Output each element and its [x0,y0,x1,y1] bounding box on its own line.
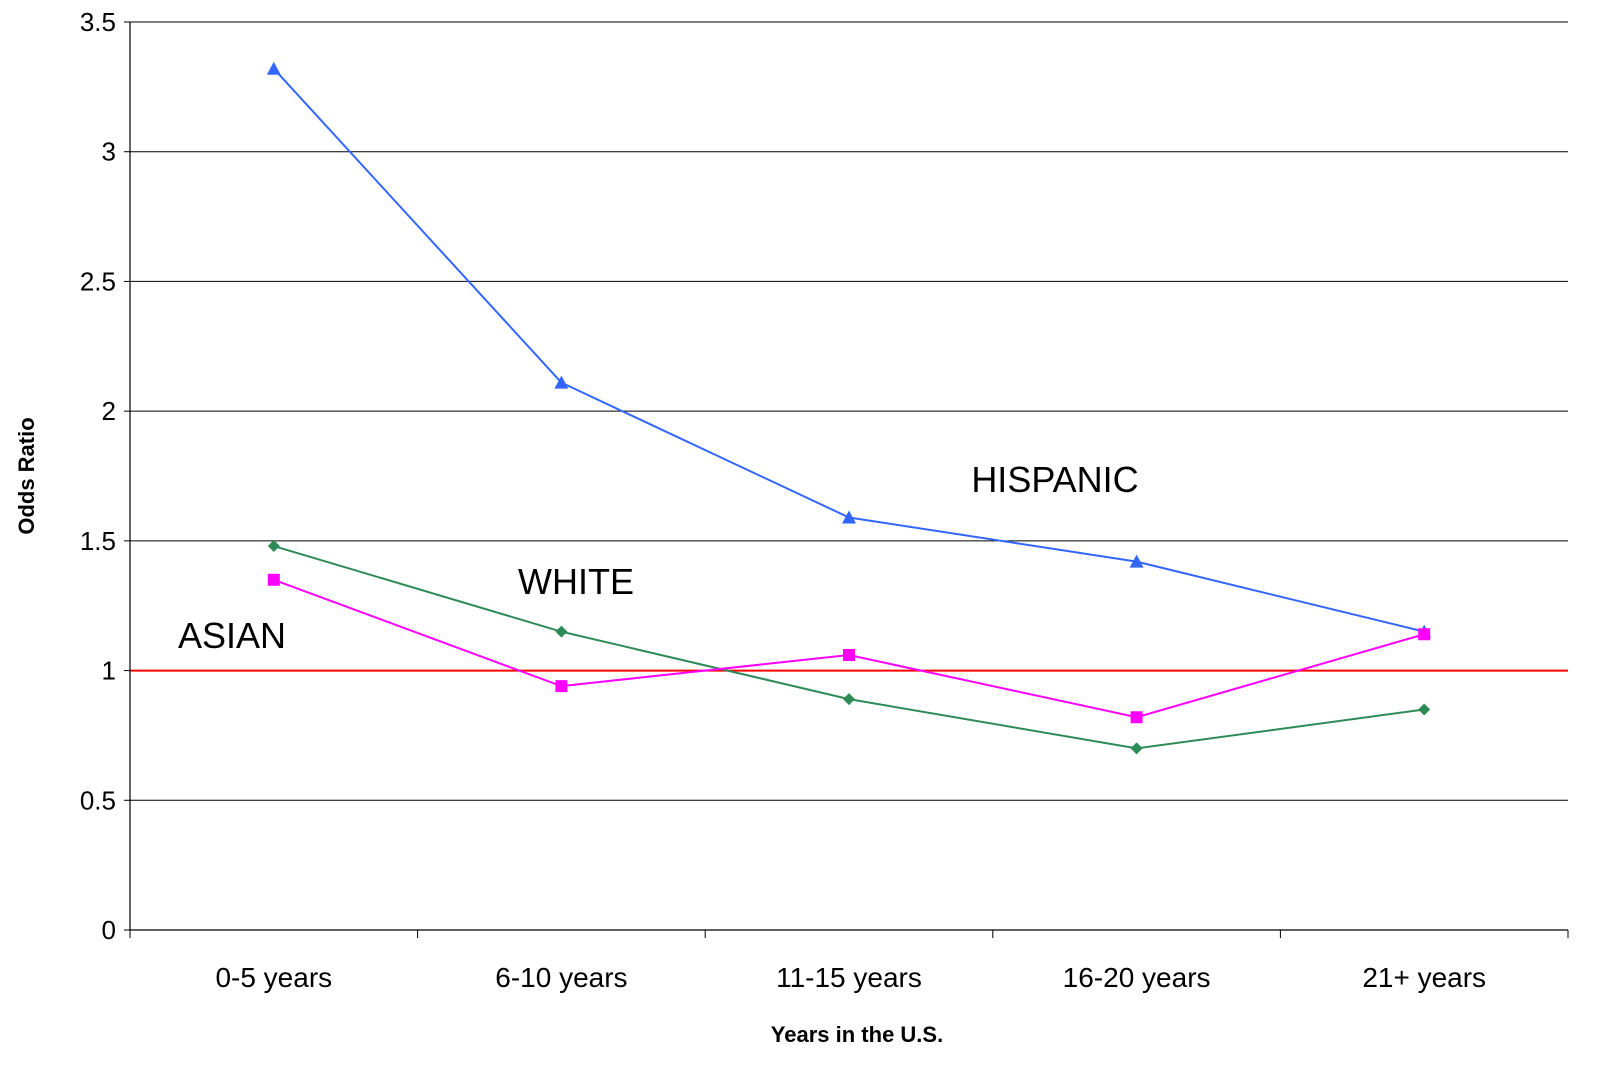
data-point-white [843,693,855,706]
data-point-hispanic [1129,554,1144,568]
data-point-white [1130,742,1143,755]
y-tick-label: 1 [102,656,116,686]
y-tick-label: 1.5 [80,526,116,556]
series-annotation: ASIAN [178,615,286,656]
x-tick-label: 21+ years [1362,962,1486,993]
x-tick-label: 6-10 years [495,962,627,993]
y-axis-title: Odds Ratio [14,417,39,534]
x-tick-label: 0-5 years [215,962,332,993]
y-tick-label: 3.5 [80,7,116,37]
y-tick-label: 2.5 [80,266,116,296]
data-point-asian [267,573,280,586]
series-line-white [273,545,1425,750]
data-point-hispanic [266,61,281,75]
data-point-asian [1130,711,1143,724]
data-point-hispanic [842,510,856,524]
data-point-asian [843,649,855,662]
data-point-hispanic [554,375,569,389]
series-line-hispanic [273,68,1425,633]
grid-layer [130,21,1568,801]
x-tick-label: 11-15 years [776,962,922,993]
data-point-white [555,625,568,638]
label-layer: HISPANIC WHITE ASIAN [178,459,1139,656]
series-layer [266,61,1432,755]
data-point-asian [1418,628,1431,641]
y-tick-label: 2 [102,396,116,426]
data-point-asian [555,680,568,693]
data-point-white [267,540,280,553]
series-annotation: WHITE [518,561,634,602]
series-annotation: HISPANIC [971,459,1138,500]
data-point-white [1418,703,1431,716]
y-tick-label: 0 [102,915,116,945]
axis-layer: 0 0.5 1 1.5 2 2.5 3 3.5 0-5 years 6-10 years 11-15… [14,7,1569,1047]
x-axis-title: Years in the U.S. [771,1022,943,1047]
x-tick-label: 16-20 years [1063,962,1211,993]
y-tick-label: 0.5 [80,785,116,815]
y-tick-label: 3 [102,137,116,167]
